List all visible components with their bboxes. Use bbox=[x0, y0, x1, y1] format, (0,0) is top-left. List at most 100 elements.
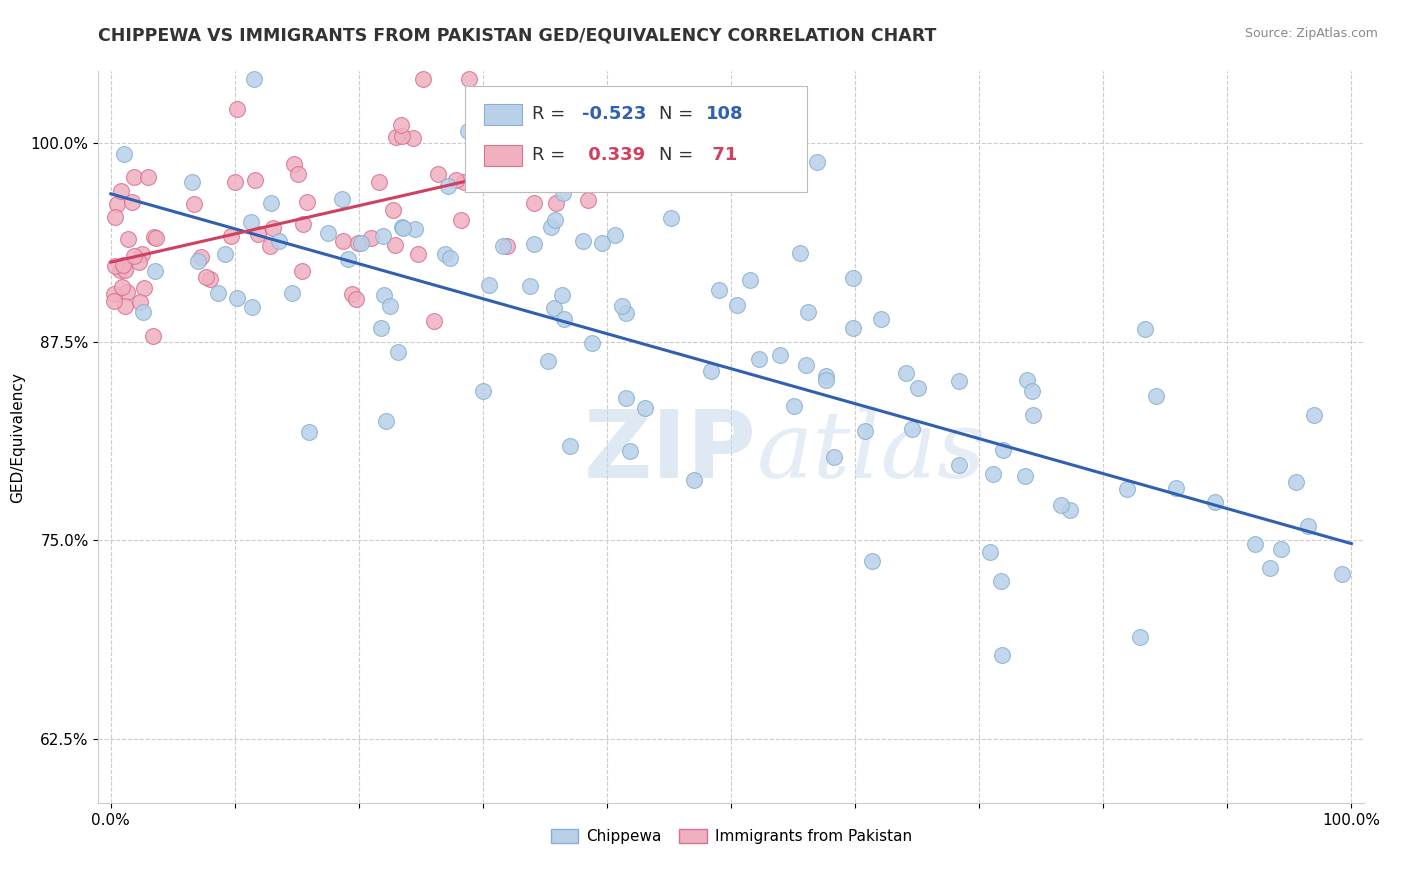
Point bbox=[612, 299, 634, 313]
Point bbox=[262, 220, 284, 235]
Point bbox=[458, 72, 481, 87]
Point bbox=[108, 262, 131, 277]
Point bbox=[347, 236, 370, 251]
Point bbox=[853, 424, 876, 438]
Point bbox=[115, 285, 138, 300]
Point bbox=[246, 227, 269, 242]
Point bbox=[183, 197, 205, 211]
Text: Source: ZipAtlas.com: Source: ZipAtlas.com bbox=[1244, 27, 1378, 40]
Point bbox=[1270, 541, 1292, 556]
Point bbox=[543, 213, 565, 227]
Point bbox=[104, 210, 127, 224]
Point bbox=[439, 252, 461, 266]
FancyBboxPatch shape bbox=[484, 145, 523, 166]
Point bbox=[981, 467, 1004, 481]
Point bbox=[477, 144, 499, 158]
Point bbox=[381, 203, 404, 218]
Point bbox=[842, 320, 865, 334]
Point bbox=[259, 239, 281, 253]
Point bbox=[111, 280, 134, 294]
Point bbox=[332, 192, 354, 206]
Point bbox=[572, 234, 595, 248]
Point bbox=[748, 351, 770, 366]
Text: 71: 71 bbox=[706, 145, 737, 164]
Point bbox=[224, 175, 246, 189]
Point bbox=[990, 574, 1012, 588]
Point bbox=[131, 246, 153, 260]
Point bbox=[725, 298, 748, 312]
Text: CHIPPEWA VS IMMIGRANTS FROM PAKISTAN GED/EQUIVALENCY CORRELATION CHART: CHIPPEWA VS IMMIGRANTS FROM PAKISTAN GED… bbox=[98, 27, 936, 45]
Point bbox=[444, 173, 467, 187]
Point bbox=[243, 173, 266, 187]
Text: 108: 108 bbox=[706, 104, 744, 123]
Point bbox=[543, 301, 565, 315]
Point bbox=[1260, 561, 1282, 575]
Point bbox=[713, 175, 735, 189]
Point bbox=[378, 299, 401, 313]
Point bbox=[190, 250, 212, 264]
Point bbox=[1129, 630, 1152, 644]
Point bbox=[291, 264, 314, 278]
Point bbox=[260, 196, 283, 211]
Point bbox=[1059, 503, 1081, 517]
Point bbox=[114, 262, 136, 277]
Point bbox=[769, 348, 792, 362]
Point bbox=[979, 545, 1001, 559]
Point bbox=[437, 178, 460, 193]
Point bbox=[860, 554, 883, 568]
Point bbox=[371, 228, 394, 243]
Point bbox=[651, 163, 673, 178]
Point bbox=[512, 136, 534, 150]
Point bbox=[619, 131, 641, 145]
Point bbox=[214, 246, 236, 260]
Point bbox=[389, 119, 412, 133]
Point bbox=[1021, 384, 1043, 399]
Point bbox=[907, 380, 929, 394]
Point bbox=[1331, 566, 1354, 581]
Legend: Chippewa, Immigrants from Pakistan: Chippewa, Immigrants from Pakistan bbox=[544, 822, 918, 850]
Point bbox=[492, 239, 515, 253]
Point bbox=[1133, 322, 1156, 336]
Point bbox=[283, 157, 305, 171]
Text: atlas: atlas bbox=[756, 407, 986, 497]
Point bbox=[105, 197, 128, 211]
Point bbox=[122, 249, 145, 263]
Point bbox=[1244, 537, 1267, 551]
Point bbox=[540, 219, 562, 234]
Point bbox=[207, 286, 229, 301]
Point bbox=[896, 366, 918, 380]
Point bbox=[103, 294, 125, 309]
Text: -0.523: -0.523 bbox=[582, 104, 647, 123]
Point bbox=[990, 648, 1012, 662]
Point bbox=[350, 235, 373, 250]
Point bbox=[841, 270, 863, 285]
Point bbox=[519, 278, 541, 293]
Point bbox=[384, 238, 406, 252]
Point bbox=[219, 228, 242, 243]
Point bbox=[453, 175, 475, 189]
Point bbox=[406, 247, 429, 261]
Point bbox=[551, 288, 574, 302]
Point bbox=[112, 258, 135, 272]
Point bbox=[367, 175, 389, 189]
Point bbox=[195, 270, 218, 285]
Point bbox=[132, 305, 155, 319]
Point bbox=[581, 336, 603, 351]
Point bbox=[373, 288, 395, 302]
Point bbox=[806, 155, 828, 169]
Point bbox=[789, 246, 811, 260]
Point bbox=[1146, 389, 1168, 403]
Point bbox=[814, 374, 837, 388]
Point bbox=[110, 185, 132, 199]
Point bbox=[332, 235, 354, 249]
Point bbox=[823, 450, 845, 465]
Point bbox=[606, 164, 628, 178]
Point bbox=[387, 344, 409, 359]
Point bbox=[993, 442, 1015, 457]
Point bbox=[404, 222, 426, 236]
Point bbox=[1296, 518, 1319, 533]
Point bbox=[870, 311, 893, 326]
Point bbox=[295, 194, 318, 209]
Point bbox=[142, 230, 165, 244]
Point bbox=[901, 422, 924, 436]
